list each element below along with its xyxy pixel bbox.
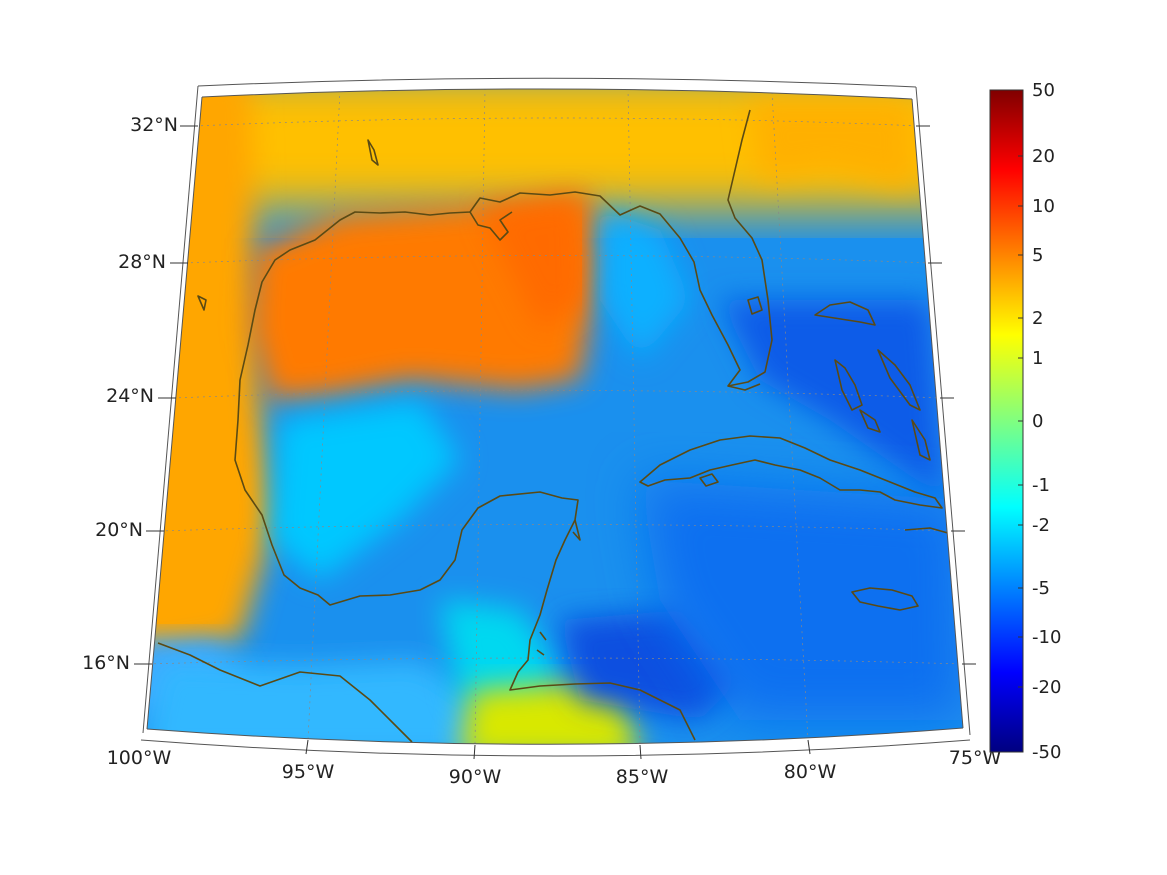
colorbar-label: -20 bbox=[1032, 677, 1061, 698]
coast-pacific-mexico bbox=[157, 642, 413, 743]
colorbar-label: 50 bbox=[1032, 80, 1055, 101]
colorbar-label: 20 bbox=[1032, 146, 1055, 167]
coast-florida-keys bbox=[727, 383, 761, 391]
colorbar-label: 10 bbox=[1032, 196, 1055, 217]
coast-lake-2 bbox=[197, 295, 207, 311]
colorbar-label: 0 bbox=[1032, 411, 1043, 432]
lon-label-90: 90°W bbox=[449, 766, 502, 788]
lat-label-24: 24°N bbox=[106, 385, 154, 407]
graticule bbox=[147, 88, 963, 745]
latitude-labels: 32°N 28°N 24°N 20°N 16°N bbox=[82, 114, 178, 674]
lat-label-16: 16°N bbox=[82, 652, 130, 674]
coast-cuba bbox=[639, 435, 943, 509]
coast-isle-of-youth bbox=[699, 473, 719, 487]
colorbar-tick-labels: 50 20 10 5 2 1 0 -1 -2 -5 -10 -20 -50 bbox=[1032, 80, 1061, 763]
longitude-labels: 100°W 95°W 90°W 85°W 80°W 75°W bbox=[107, 747, 1002, 788]
colorbar-label: -1 bbox=[1032, 475, 1050, 496]
lon-label-95: 95°W bbox=[282, 761, 335, 783]
colorbar-label: -50 bbox=[1032, 742, 1061, 763]
coast-gulf-mainland bbox=[234, 109, 773, 741]
coast-lake-1 bbox=[367, 139, 379, 166]
coast-bahamas-2 bbox=[834, 359, 863, 411]
colorbar-label: -2 bbox=[1032, 515, 1050, 536]
lon-label-85: 85°W bbox=[616, 766, 669, 788]
coast-bahamas-4 bbox=[859, 409, 881, 433]
coast-lake-okeechobee bbox=[747, 296, 763, 315]
colorbar-label: 2 bbox=[1032, 308, 1043, 329]
coast-mississippi-delta bbox=[469, 211, 513, 241]
coast-bahamas-5 bbox=[911, 419, 931, 461]
frame-ticks bbox=[134, 125, 976, 760]
lat-label-28: 28°N bbox=[118, 251, 166, 273]
coast-bahamas-3 bbox=[877, 349, 921, 411]
colorbar-label: 5 bbox=[1032, 245, 1043, 266]
lon-label-80: 80°W bbox=[784, 761, 837, 783]
coastlines bbox=[157, 109, 956, 743]
colorbar-ticks bbox=[1018, 89, 1023, 753]
lat-label-32: 32°N bbox=[130, 114, 178, 136]
colorbar-label: 1 bbox=[1032, 348, 1043, 369]
coast-belize-islands bbox=[536, 631, 547, 656]
lon-label-100: 100°W bbox=[107, 747, 172, 769]
lat-label-20: 20°N bbox=[95, 519, 143, 541]
lon-label-75: 75°W bbox=[949, 747, 1002, 769]
colorbar: 50 20 10 5 2 1 0 -1 -2 -5 -10 -20 -50 bbox=[989, 80, 1061, 763]
map-frame bbox=[140, 77, 971, 757]
coast-jamaica bbox=[851, 587, 919, 611]
coast-yucatan-tip bbox=[572, 519, 581, 541]
colorbar-label: -10 bbox=[1032, 627, 1061, 648]
colorbar-label: -5 bbox=[1032, 578, 1050, 599]
field-shading bbox=[147, 88, 963, 745]
coast-bahamas-1 bbox=[814, 301, 876, 326]
